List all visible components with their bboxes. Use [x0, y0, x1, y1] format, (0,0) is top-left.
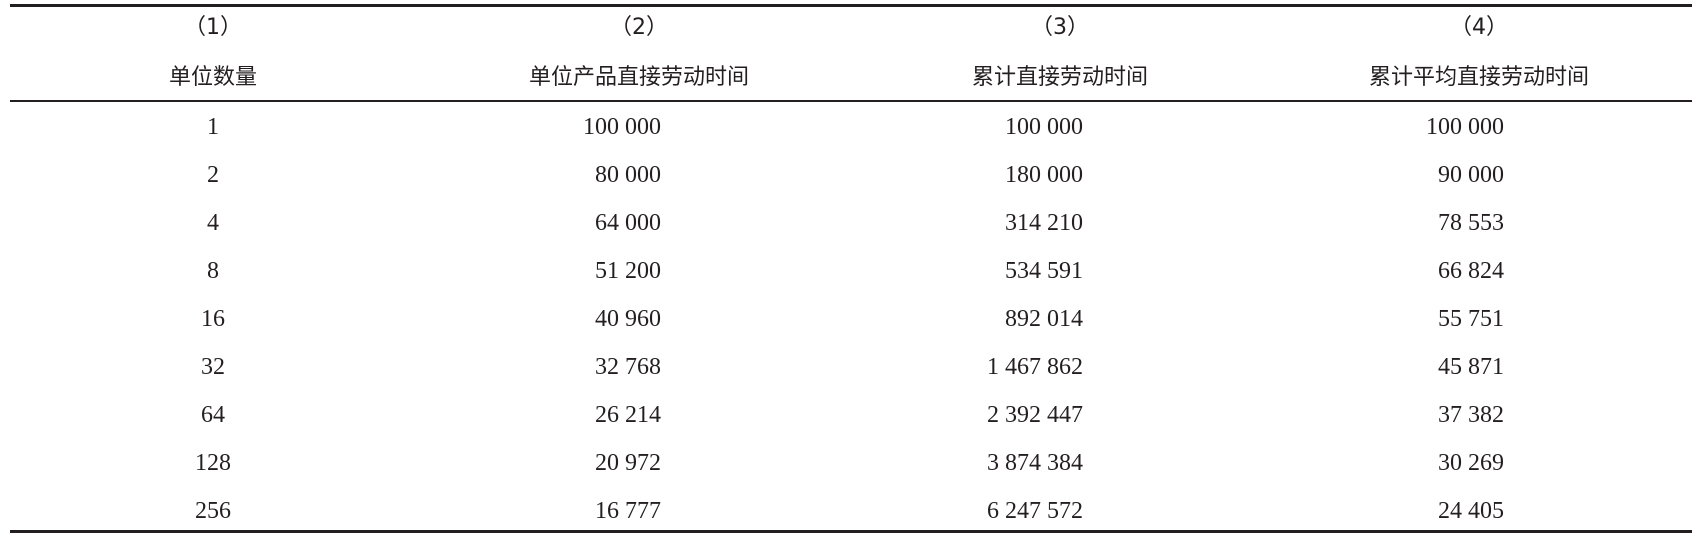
table-cell: 100 000	[1426, 114, 1504, 140]
table-cell: 534 591	[1005, 258, 1083, 284]
table-cell: 45 871	[1438, 354, 1504, 380]
table-cell: 66 824	[1438, 258, 1504, 284]
table-cell: 30 269	[1438, 450, 1504, 476]
table-cell: 8	[207, 258, 219, 284]
table-cell: 16	[201, 306, 225, 332]
column-header: 单位产品直接劳动时间	[528, 65, 750, 90]
table-cell: 128	[195, 450, 231, 476]
table-cell: 180 000	[1005, 162, 1083, 188]
table-cell: 1	[207, 114, 219, 140]
bottom-rule	[10, 530, 1692, 533]
table-cell: 40 960	[595, 306, 661, 332]
column-header: 累计直接劳动时间	[971, 65, 1149, 90]
table-cell: 2 392 447	[987, 402, 1083, 428]
table-cell: 32 768	[595, 354, 661, 380]
table-cell: 100 000	[1005, 114, 1083, 140]
top-rule	[10, 4, 1692, 7]
table-cell: 1 467 862	[987, 354, 1083, 380]
table-cell: 6 247 572	[987, 498, 1083, 524]
table-cell: 314 210	[1005, 210, 1083, 236]
table-cell: 90 000	[1438, 162, 1504, 188]
table-cell: 24 405	[1438, 498, 1504, 524]
table-cell: 32	[201, 354, 225, 380]
table-cell: 892 014	[1005, 306, 1083, 332]
table-cell: 100 000	[583, 114, 661, 140]
table-cell: 3 874 384	[987, 450, 1083, 476]
column-number: （4）	[1450, 15, 1508, 40]
column-header: 单位数量	[168, 65, 258, 90]
table-cell: 55 751	[1438, 306, 1504, 332]
table-cell: 37 382	[1438, 402, 1504, 428]
table-cell: 4	[207, 210, 219, 236]
column-number: （1）	[184, 15, 242, 40]
header-rule	[10, 100, 1692, 102]
table-cell: 64	[201, 402, 225, 428]
column-number: （3）	[1031, 15, 1089, 40]
column-header: 累计平均直接劳动时间	[1368, 65, 1590, 90]
table-cell: 64 000	[595, 210, 661, 236]
table-cell: 80 000	[595, 162, 661, 188]
table-cell: 2	[207, 162, 219, 188]
table-cell: 26 214	[595, 402, 661, 428]
column-number: （2）	[610, 15, 668, 40]
table-cell: 78 553	[1438, 210, 1504, 236]
table-cell: 256	[195, 498, 231, 524]
table-cell: 20 972	[595, 450, 661, 476]
table-cell: 51 200	[595, 258, 661, 284]
table-cell: 16 777	[595, 498, 661, 524]
